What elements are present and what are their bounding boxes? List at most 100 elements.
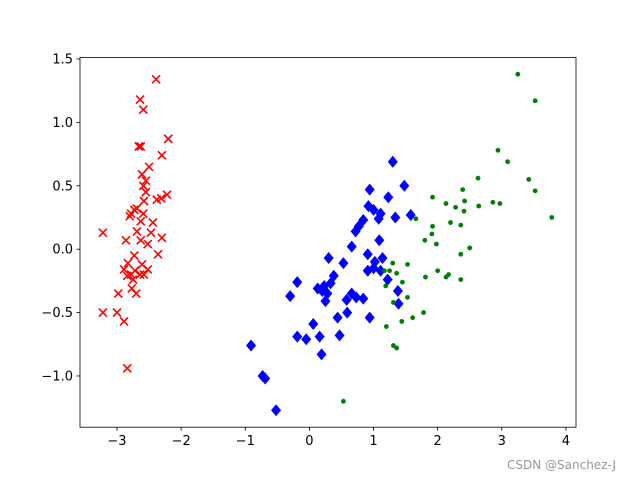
point: [377, 252, 388, 265]
point: [405, 208, 416, 221]
point: [430, 223, 435, 229]
point: [332, 311, 343, 324]
point: [433, 241, 439, 247]
point: [421, 310, 426, 315]
point: [383, 324, 389, 329]
point: [475, 175, 481, 181]
point: [146, 228, 156, 238]
point: [394, 345, 400, 351]
point: [122, 271, 132, 281]
point: [334, 329, 345, 342]
point: [144, 162, 154, 172]
point: [122, 363, 132, 373]
point: [532, 98, 538, 104]
point: [405, 261, 410, 267]
point: [148, 217, 158, 228]
point: [132, 226, 142, 236]
point: [143, 239, 153, 249]
point: [453, 204, 459, 210]
point: [134, 141, 144, 152]
point: [423, 274, 428, 280]
point: [139, 269, 149, 280]
point: [301, 333, 312, 346]
point: [532, 188, 538, 194]
point: [413, 216, 419, 222]
x-tick-label: 3: [498, 434, 506, 449]
point: [119, 264, 129, 275]
point: [308, 317, 319, 330]
watermark: CSDN @Sanchez-J: [507, 458, 616, 472]
point: [163, 134, 173, 144]
x-tick-label: −3: [107, 434, 126, 449]
point: [136, 216, 146, 226]
point: [141, 176, 151, 186]
point: [364, 183, 375, 196]
point: [392, 285, 403, 298]
point: [393, 297, 404, 310]
point: [119, 316, 129, 327]
point: [430, 194, 435, 200]
point: [368, 203, 379, 216]
point: [505, 159, 510, 165]
point: [138, 209, 148, 219]
point: [112, 308, 122, 318]
point: [128, 275, 138, 285]
point: [320, 295, 331, 308]
point: [162, 190, 172, 200]
point: [123, 258, 133, 268]
point: [314, 330, 325, 343]
point: [260, 372, 271, 385]
point: [351, 291, 362, 304]
point: [323, 252, 334, 265]
point: [390, 211, 401, 224]
point: [143, 264, 153, 275]
point: [429, 231, 435, 237]
point: [422, 237, 428, 243]
point: [387, 268, 392, 274]
point: [375, 264, 386, 277]
y-tick-label: −0.5: [41, 306, 73, 321]
point: [342, 306, 353, 319]
point: [113, 288, 123, 299]
point: [526, 177, 532, 182]
point: [410, 315, 416, 321]
point: [460, 187, 466, 192]
point: [458, 251, 464, 257]
point: [151, 74, 161, 84]
x-tick-label: 0: [305, 434, 313, 449]
point: [390, 260, 396, 266]
point: [476, 203, 482, 209]
point: [382, 273, 393, 286]
point: [458, 222, 464, 228]
point: [141, 187, 151, 197]
point: [341, 293, 352, 306]
point: [458, 277, 464, 283]
point: [435, 268, 441, 274]
point: [394, 270, 400, 276]
point: [549, 215, 555, 220]
point: [387, 155, 398, 168]
x-tick-label: 1: [369, 434, 377, 449]
point: [98, 308, 108, 318]
point: [131, 288, 141, 299]
point: [443, 201, 449, 206]
point: [383, 283, 389, 289]
point: [382, 268, 387, 274]
point: [340, 398, 346, 404]
point: [497, 201, 503, 206]
point: [157, 233, 167, 243]
point: [374, 234, 385, 247]
point: [271, 404, 282, 417]
point: [129, 250, 139, 261]
point: [358, 292, 369, 305]
point: [136, 235, 146, 245]
point: [292, 276, 303, 289]
axes-frame: [79, 57, 577, 428]
point: [136, 141, 146, 152]
point: [316, 348, 327, 361]
point: [364, 311, 375, 324]
point: [138, 181, 148, 191]
point: [399, 319, 405, 324]
point: [391, 343, 396, 348]
point: [135, 269, 145, 280]
